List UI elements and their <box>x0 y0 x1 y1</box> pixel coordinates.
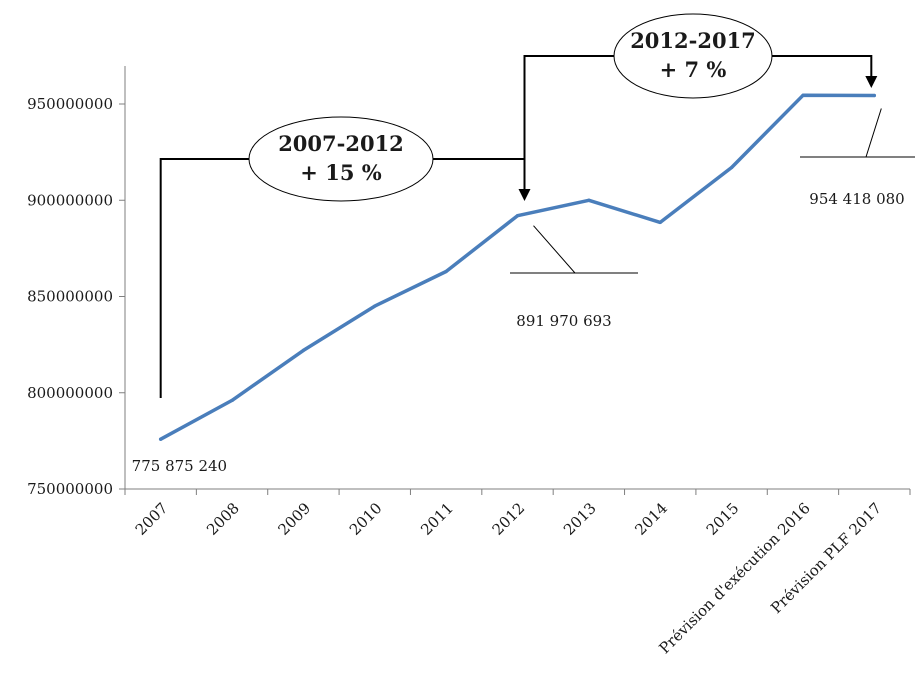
x-tick-label: 2013 <box>560 499 600 539</box>
x-tick-label: 2011 <box>417 499 457 539</box>
x-tick-label: 2008 <box>203 499 243 539</box>
series-point <box>801 93 805 97</box>
data-label: 775 875 240 <box>132 457 227 475</box>
y-tick-label: 950000000 <box>27 95 113 113</box>
callout-change: + 7 % <box>660 57 727 82</box>
x-tick-label: 2010 <box>346 499 386 539</box>
series-point <box>729 165 734 170</box>
series-point <box>301 348 306 352</box>
data-labels-layer: 775 875 240 891 970 693 954 418 080 <box>132 108 915 475</box>
series-point <box>159 437 163 441</box>
x-axis-ticks: 2007 2008 2009 2010 2011 2012 2013 2014 2015Prév… <box>124 489 911 657</box>
series-layer <box>158 93 877 441</box>
series-point <box>444 269 448 274</box>
x-tick-label: 2015 <box>703 499 743 539</box>
callout-bubble <box>248 116 434 202</box>
x-tick-label: 2007 <box>132 499 172 539</box>
data-label: 954 418 080 <box>809 190 904 208</box>
callout-bubble <box>613 13 773 99</box>
arrow-head <box>865 76 878 88</box>
y-tick-label: 850000000 <box>27 288 113 306</box>
leader-line <box>800 108 915 158</box>
callout-period: 2007-2012 <box>278 131 404 156</box>
y-tick-label: 900000000 <box>27 191 113 209</box>
series-point <box>373 304 377 308</box>
arrow-head <box>518 189 531 201</box>
axes <box>124 66 910 490</box>
series-point <box>230 398 234 403</box>
callout-change: + 15 % <box>300 160 381 185</box>
series-point <box>515 214 520 218</box>
x-tick-label: 2009 <box>275 499 315 539</box>
y-tick-label: 800000000 <box>27 384 113 402</box>
x-tick-label: Prévision d'exécution 2016 <box>656 499 814 657</box>
x-tick-label: 2012 <box>489 499 529 539</box>
series-point <box>587 198 591 202</box>
y-tick-label: 750000000 <box>27 480 113 498</box>
callout-period: 2012-2017 <box>630 28 756 53</box>
series-point <box>658 220 662 224</box>
data-label: 891 970 693 <box>516 312 611 330</box>
y-axis-ticks: 750000000 800000000 850000000 900000000 9500… <box>27 95 125 498</box>
leader-line <box>510 225 638 274</box>
series-point <box>872 93 876 98</box>
x-tick-label: 2014 <box>631 499 671 539</box>
annotations-layer: 2007-2012 + 15 % 2012-2017 + 7 % <box>159 13 878 398</box>
